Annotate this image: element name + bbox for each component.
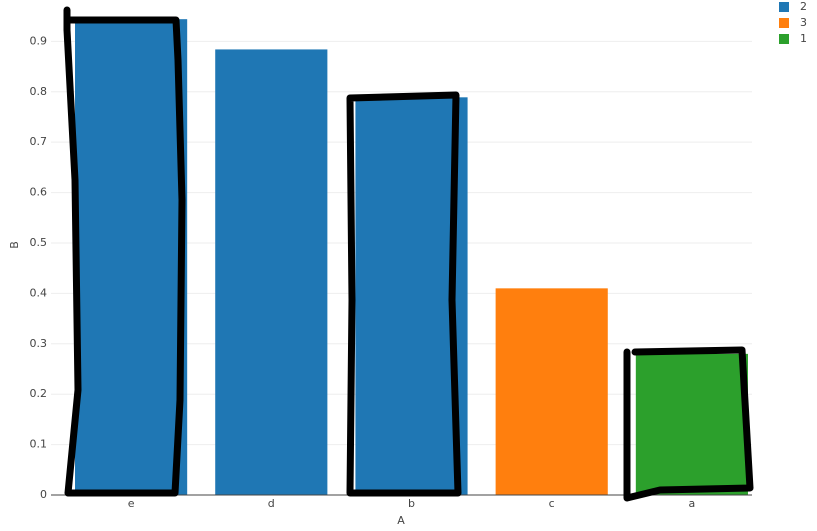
y-tick-label: 0.4	[30, 286, 48, 299]
legend-label[interactable]: 1	[800, 32, 807, 45]
y-tick-label: 0.5	[30, 236, 48, 249]
bar	[215, 49, 328, 495]
legend-label[interactable]: 3	[800, 16, 807, 29]
x-tick-label: e	[128, 497, 135, 510]
y-tick-label: 0.2	[30, 387, 48, 400]
x-tick-label: c	[549, 497, 555, 510]
scribble	[346, 91, 462, 497]
y-tick-label: 0.6	[30, 186, 48, 199]
x-tick-label: b	[408, 497, 415, 510]
legend-swatch	[779, 34, 789, 44]
y-tick-label: 0.1	[30, 438, 48, 451]
bar	[75, 19, 188, 496]
legend-label[interactable]: 2	[800, 0, 807, 13]
annotations	[63, 6, 754, 502]
legend-swatch	[779, 2, 789, 12]
bar	[635, 353, 748, 495]
y-tick-label: 0.3	[30, 337, 48, 350]
x-tick-label: a	[689, 497, 696, 510]
y-axis-label: B	[8, 241, 21, 249]
y-tick-label: 0	[40, 488, 47, 501]
scribble	[623, 346, 754, 502]
x-axis-label: A	[397, 514, 405, 527]
y-tick-label: 0.7	[30, 135, 48, 148]
bar	[495, 288, 608, 495]
y-tick-label: 0.8	[30, 85, 48, 98]
y-tick-label: 0.9	[30, 34, 48, 47]
plot-area: 0 0.1 0.2 0.3 0.4 0.5 0.6 0.7 0.8 0.9 e d b c a	[30, 19, 752, 510]
x-tick-label: d	[268, 497, 275, 510]
scribble	[63, 6, 186, 497]
legend-swatch	[779, 18, 789, 28]
